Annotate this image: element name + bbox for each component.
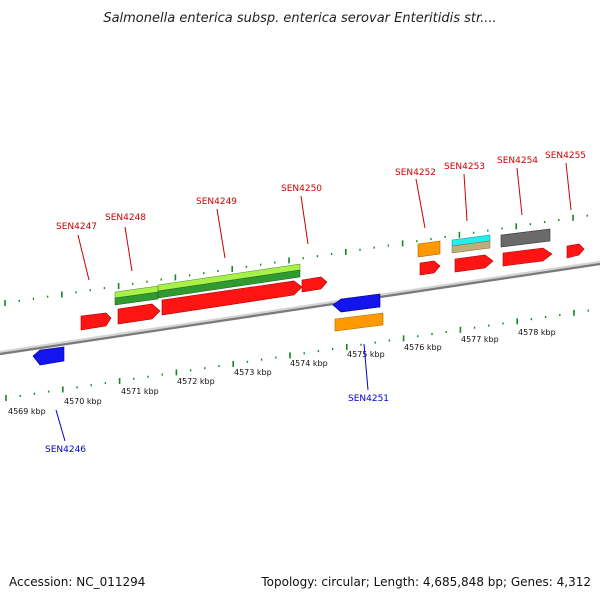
scale-labels: 4569 kbp 4570 kbp 4571 kbp 4572 kbp 4573… (8, 328, 556, 416)
cds-arrow-reverse[interactable] (332, 293, 381, 313)
gene-label-sen4246[interactable]: SEN4246 (45, 445, 86, 455)
gene-label-sen4251[interactable]: SEN4251 (348, 394, 389, 404)
gene-label-sen4255[interactable]: SEN4255 (545, 151, 586, 161)
scale-label: 4573 kbp (234, 368, 272, 377)
gene-label-sen4248[interactable]: SEN4248 (105, 213, 146, 223)
cds-arrow-reverse[interactable] (32, 346, 65, 366)
gene-feature-box[interactable] (334, 312, 384, 332)
cds-arrow[interactable] (80, 312, 112, 331)
gene-feature-band[interactable] (114, 291, 159, 306)
gene-feature-band[interactable] (157, 269, 301, 299)
cds-arrow[interactable] (502, 247, 553, 267)
cds-arrow[interactable] (117, 303, 161, 325)
gene-label-sen4254[interactable]: SEN4254 (497, 156, 538, 166)
scale-label: 4570 kbp (64, 397, 102, 406)
genome-summary-text: Topology: circular; Length: 4,685,848 bp… (260, 575, 591, 589)
cds-arrow[interactable] (566, 243, 585, 259)
gene-feature-box[interactable] (500, 228, 551, 248)
scale-label: 4578 kbp (518, 328, 556, 337)
gene-label-sen4250[interactable]: SEN4250 (281, 184, 322, 194)
gene-label-sen4249[interactable]: SEN4249 (196, 197, 237, 207)
scale-label: 4571 kbp (121, 387, 159, 396)
accession-text: Accession: NC_011294 (9, 575, 145, 589)
scale-label: 4574 kbp (290, 359, 328, 368)
cds-arrow[interactable] (454, 254, 494, 273)
cds-arrow[interactable] (161, 280, 303, 316)
lower-scale-ticks (5, 309, 589, 401)
gene-label-sen4253[interactable]: SEN4253 (444, 162, 485, 172)
genome-title: Salmonella enterica subsp. enterica sero… (103, 11, 496, 26)
cds-arrow[interactable] (419, 260, 441, 276)
scale-label: 4575 kbp (347, 350, 385, 359)
scale-label: 4577 kbp (461, 335, 499, 344)
gene-label-sen4252[interactable]: SEN4252 (395, 168, 436, 178)
scale-label: 4572 kbp (177, 377, 215, 386)
upper-scale-ticks (4, 214, 588, 306)
scale-label: 4569 kbp (8, 407, 46, 416)
feature-track (32, 228, 585, 366)
gene-labels: SEN4246 SEN4247 SEN4248 SEN4249 SEN4250 … (45, 151, 586, 455)
genome-backbone (0, 260, 600, 356)
gene-label-sen4247[interactable]: SEN4247 (56, 222, 97, 232)
gene-label-leaders (55, 162, 572, 442)
scale-label: 4576 kbp (404, 343, 442, 352)
cds-arrow[interactable] (301, 276, 328, 293)
gene-feature-box[interactable] (417, 240, 441, 258)
gene-feature-box[interactable] (451, 240, 491, 254)
